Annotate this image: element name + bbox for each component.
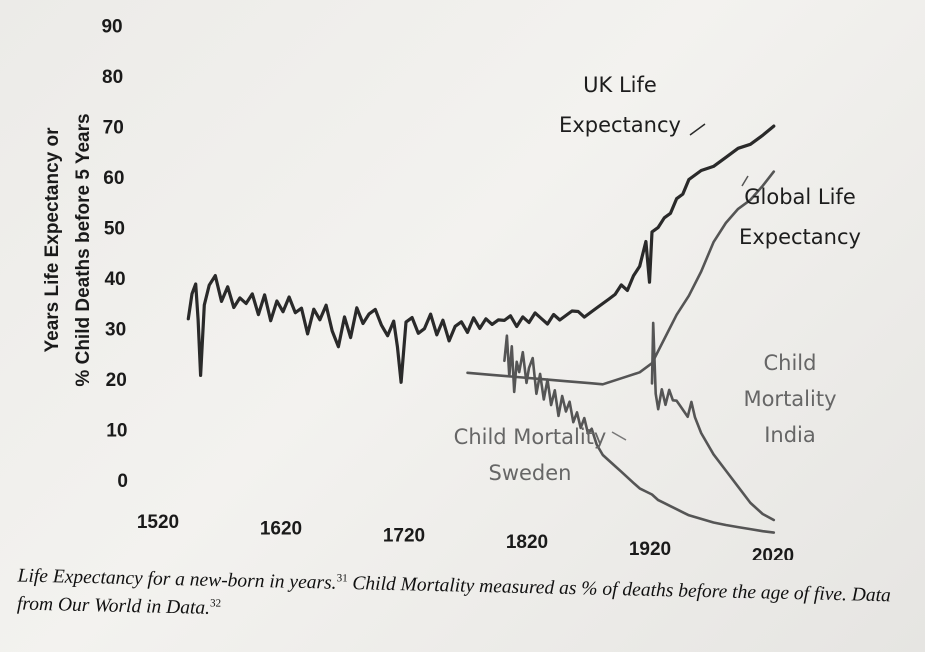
y-tick-label: 20 — [106, 370, 127, 391]
x-axis-ticks: 1520 1620 1720 1820 1920 2020 — [137, 512, 794, 560]
annotation-line: Sweden — [489, 461, 572, 485]
y-tick-label: 40 — [104, 269, 125, 290]
uk-life-expectancy-label: UK Life Expectancy — [559, 73, 681, 137]
y-tick-label: 90 — [101, 17, 122, 38]
child-mortality-sweden-label: Child Mortality Sweden — [454, 425, 607, 485]
life-expectancy-chart: 0 10 20 30 40 50 60 70 80 90 1520 1620 1720 1820 1920… — [42, 17, 861, 561]
global-life-expectancy-label: Global Life Expectancy — [739, 185, 861, 249]
x-tick-label: 1920 — [629, 539, 671, 560]
y-tick-label: 10 — [106, 421, 127, 442]
annotation-leader — [741, 175, 749, 187]
x-tick-label: 1820 — [506, 532, 548, 553]
series-line-child-mortality-sweden — [503, 334, 776, 534]
y-tick-label: 50 — [104, 219, 125, 240]
child-mortality-india-label: Child Mortality India — [743, 351, 836, 447]
figure-caption: Life Expectancy for a new-born in years.… — [17, 560, 908, 635]
caption-text-1: Life Expectancy for a new-born in years. — [17, 565, 337, 594]
y-axis-label: Years Life Expectancy or % Child Deaths … — [42, 113, 94, 386]
caption-ref-1: 31 — [336, 572, 348, 585]
y-tick-label: 60 — [103, 168, 124, 189]
annotation-leader — [689, 123, 706, 136]
series-line-global-life-expectancy — [466, 170, 776, 386]
y-tick-label: 0 — [117, 471, 128, 492]
annotation-line: Child — [764, 351, 817, 375]
annotation-line: Expectancy — [739, 225, 861, 249]
x-tick-label: 1720 — [383, 525, 425, 546]
x-tick-label: 1520 — [137, 512, 179, 533]
series-layer — [186, 123, 776, 534]
x-tick-label: 1620 — [260, 519, 302, 540]
y-tick-label: 80 — [102, 67, 123, 88]
annotation-line: UK Life — [583, 73, 657, 97]
y-tick-label: 70 — [103, 118, 124, 139]
y-axis-label-line2: % Child Deaths before 5 Years — [73, 113, 94, 386]
annotation-leader — [611, 431, 627, 441]
annotation-line: Child Mortality — [454, 425, 607, 449]
y-axis-label-line1: Years Life Expectancy or — [42, 127, 63, 353]
x-tick-label: 2020 — [752, 546, 794, 560]
annotation-line: Mortality — [743, 387, 836, 411]
series-line-uk-life-expectancy — [186, 124, 776, 384]
y-axis-ticks: 0 10 20 30 40 50 60 70 80 90 — [101, 17, 128, 493]
series-line-child-mortality-india — [650, 321, 776, 522]
caption-ref-2: 32 — [209, 596, 222, 610]
annotation-line: Expectancy — [559, 113, 681, 137]
annotation-line: India — [764, 423, 816, 447]
annotation-line: Global Life — [744, 185, 856, 209]
y-tick-label: 30 — [105, 320, 126, 341]
